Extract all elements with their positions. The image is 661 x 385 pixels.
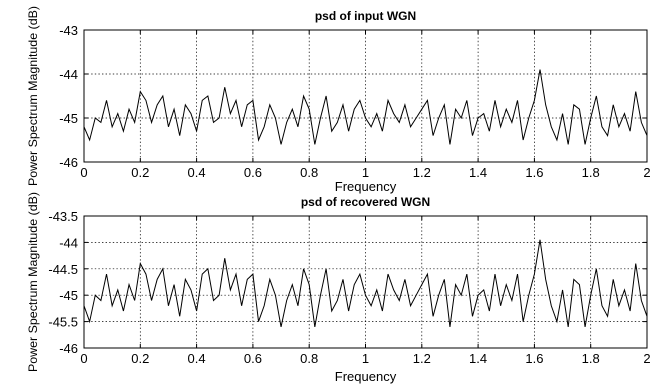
x-tick-label: 0 bbox=[80, 351, 87, 366]
series-line-1 bbox=[83, 239, 648, 327]
y-axis-label: Power Spectrum Magnitude (dB) bbox=[26, 192, 40, 372]
x-tick-label: 0.4 bbox=[188, 351, 206, 366]
x-tick-label: 0 bbox=[80, 165, 87, 180]
x-tick-label: 1.2 bbox=[413, 351, 431, 366]
x-tick-label: 1.4 bbox=[469, 165, 487, 180]
series-line-1 bbox=[83, 69, 648, 145]
x-tick-label: 2 bbox=[643, 351, 650, 366]
x-axis-label: Frequency bbox=[335, 179, 397, 194]
x-tick-label: 1.8 bbox=[582, 351, 600, 366]
x-axis-label: Frequency bbox=[335, 369, 397, 384]
x-tick-label: 0.8 bbox=[300, 351, 318, 366]
x-tick-label: 0.8 bbox=[300, 165, 318, 180]
y-tick-label: -45.5 bbox=[48, 315, 78, 330]
y-axis-label: Power Spectrum Magnitude (dB) bbox=[26, 6, 40, 186]
chart-title: psd of input WGN bbox=[315, 9, 416, 23]
y-tick-label: -46 bbox=[59, 341, 78, 356]
x-tick-label: 1.8 bbox=[582, 165, 600, 180]
y-tick-label: -43.5 bbox=[48, 209, 78, 224]
y-tick-label: -43 bbox=[59, 23, 78, 38]
y-tick-label: -45 bbox=[59, 111, 78, 126]
y-tick-label: -44 bbox=[59, 235, 78, 250]
y-tick-label: -45 bbox=[59, 288, 78, 303]
x-tick-label: 1.6 bbox=[525, 165, 543, 180]
x-tick-label: 0.2 bbox=[131, 165, 149, 180]
x-tick-label: 2 bbox=[643, 165, 650, 180]
y-tick-label: -44 bbox=[59, 67, 78, 82]
x-tick-label: 0.6 bbox=[244, 165, 262, 180]
x-tick-label: 1 bbox=[362, 351, 369, 366]
x-tick-label: 0.4 bbox=[188, 165, 206, 180]
y-tick-label: -44.5 bbox=[48, 262, 78, 277]
x-tick-label: 1.4 bbox=[469, 351, 487, 366]
chart-panel-2: 0 0.2 0.4 0.6 0.8 1 1.2 1.4 1.6 1.8 2 -46 -45.5 -45 -4… bbox=[26, 192, 651, 384]
chart-title: psd of recovered WGN bbox=[301, 195, 430, 209]
y-tick-label: -46 bbox=[59, 155, 78, 170]
x-tick-label: 1 bbox=[362, 165, 369, 180]
x-tick-label: 0.6 bbox=[244, 351, 262, 366]
x-tick-label: 1.2 bbox=[413, 165, 431, 180]
x-tick-label: 1.6 bbox=[525, 351, 543, 366]
chart-panel-1: 0 0.2 0.4 0.6 0.8 1 1.2 1.4 1.6 1.8 2 -46 -45 -44 -43 p… bbox=[26, 6, 651, 194]
x-tick-label: 0.2 bbox=[131, 351, 149, 366]
